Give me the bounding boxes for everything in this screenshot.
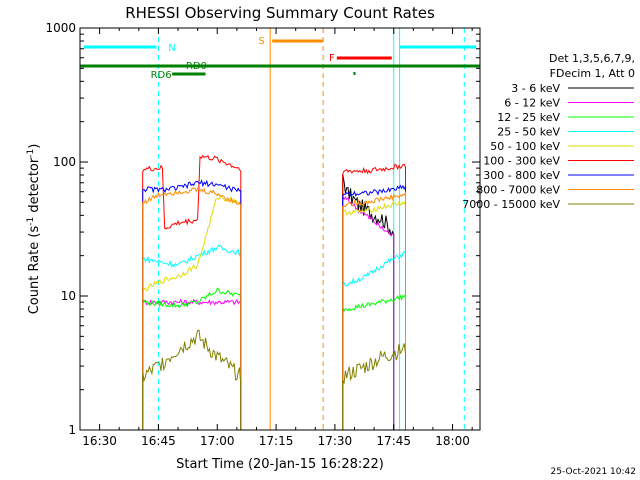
saa-label: S <box>258 36 264 47</box>
x-tick-label-6: 18:00 <box>435 434 470 448</box>
series-3-segment-1 <box>142 287 242 430</box>
legend-header-2: FDecim 1, Att 0 <box>550 67 635 80</box>
x-tick-label-0: 16:30 <box>82 434 117 448</box>
series-6-segment-2 <box>342 163 406 430</box>
night-label: N <box>168 43 175 54</box>
legend: Det 1,3,5,6,7,9, FDecim 1, Att 0 3 - 6 k… <box>462 52 635 211</box>
series-layer <box>142 154 406 430</box>
legend-label-9: 7000 - 15000 keV <box>462 198 560 211</box>
x-tick-label-2: 17:00 <box>200 434 235 448</box>
rd6-label: RD6 <box>151 70 172 81</box>
y-axis-label: Count Rate (s-1 detector-1) <box>26 144 42 315</box>
y-tick-label-3: 1000 <box>45 21 76 35</box>
flare-label: F <box>329 53 335 64</box>
x-tick-label-3: 17:15 <box>259 434 294 448</box>
legend-label-7: 300 - 800 keV <box>483 169 560 182</box>
series-5-segment-1 <box>142 195 242 430</box>
series-4-segment-1 <box>142 244 242 430</box>
series-5-segment-2 <box>342 200 406 430</box>
series-8-segment-1 <box>142 187 242 430</box>
legend-label-3: 12 - 25 keV <box>497 111 560 124</box>
x-tick-label-1: 16:45 <box>141 434 176 448</box>
annotation-overlay: N S F RD0 RD6 <box>79 28 480 430</box>
legend-label-1: 3 - 6 keV <box>511 82 560 95</box>
legend-label-2: 6 - 12 keV <box>504 97 560 110</box>
rd0-label: RD0 <box>186 61 207 72</box>
series-7-segment-1 <box>142 178 242 430</box>
generated-timestamp: 25-Oct-2021 10:42 <box>551 467 636 477</box>
plot-frame <box>79 27 481 431</box>
y-tick-label-2: 100 <box>53 155 76 169</box>
legend-label-6: 100 - 300 keV <box>483 155 560 168</box>
rd-marker <box>353 72 356 75</box>
x-tick-label-5: 17:45 <box>376 434 411 448</box>
legend-label-8: 800 - 7000 keV <box>476 184 560 197</box>
y-axis: 1 10 100 1000 <box>45 21 480 437</box>
series-8-segment-2 <box>342 190 406 430</box>
x-tick-label-4: 17:30 <box>318 434 353 448</box>
series-2-segment-1 <box>142 298 242 430</box>
series-6-segment-1 <box>142 154 242 430</box>
chart-title: RHESSI Observing Summary Count Rates <box>125 4 435 22</box>
y-tick-label-1: 10 <box>61 289 76 303</box>
series-9-segment-2 <box>342 343 406 430</box>
legend-header-1: Det 1,3,5,6,7,9, <box>549 52 635 65</box>
legend-label-5: 50 - 100 keV <box>490 140 560 153</box>
x-axis: 16:30 16:45 17:00 17:15 17:30 17:45 18:00 <box>82 28 473 448</box>
series-7-segment-2 <box>342 184 406 430</box>
series-1-segment-2 <box>342 174 395 430</box>
series-4-segment-2 <box>342 250 406 430</box>
series-2-segment-2 <box>342 195 395 430</box>
x-axis-label: Start Time (20-Jan-15 16:28:22) <box>176 457 384 472</box>
series-3-segment-2 <box>342 293 406 430</box>
legend-label-4: 25 - 50 keV <box>497 126 560 139</box>
series-9-segment-1 <box>142 329 242 430</box>
y-tick-label-0: 1 <box>68 423 76 437</box>
